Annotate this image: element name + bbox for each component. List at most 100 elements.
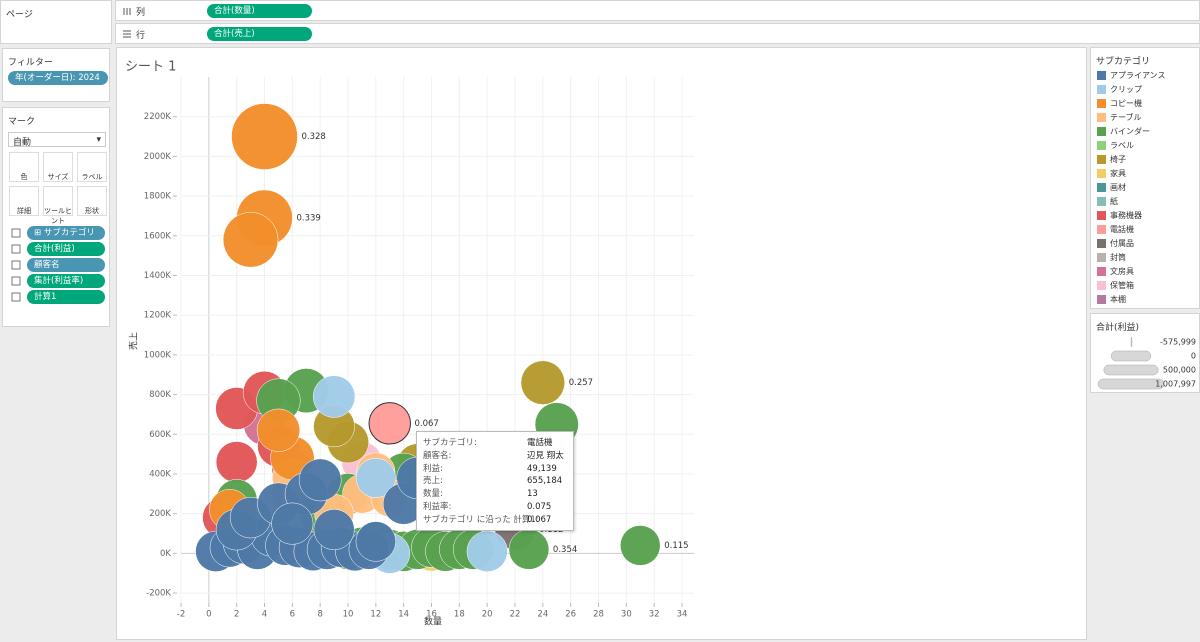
x-tick-label: 28 [593, 610, 604, 620]
y-tick-label: 1400K [144, 271, 172, 281]
legend-label: 本棚 [1110, 295, 1126, 304]
tooltip-value: 655,184 [527, 476, 563, 487]
rows-icon [123, 30, 131, 38]
x-tick-label: 4 [262, 610, 267, 620]
legend-swatch [1097, 183, 1106, 192]
y-tick-label: 2000K [144, 152, 172, 162]
x-tick-label: 14 [398, 610, 409, 620]
x-tick-label: 8 [317, 610, 322, 620]
legend-swatch [1097, 113, 1106, 122]
legend-item[interactable]: 画材 [1097, 181, 1126, 195]
legend-item[interactable]: 事務機器 [1097, 209, 1142, 223]
legend-label: 画材 [1110, 183, 1126, 192]
mark-button[interactable]: 色 [9, 152, 39, 182]
legend-swatch [1097, 141, 1106, 150]
legend-swatch [1097, 225, 1106, 234]
legend-swatch [1097, 281, 1106, 290]
size-legend-title: 合計(利益) [1096, 323, 1140, 333]
y-tick-label: 0K [160, 549, 171, 559]
legend-item[interactable]: 本棚 [1097, 293, 1126, 307]
legend-item[interactable]: バインダー [1097, 125, 1150, 139]
legend-label: 紙 [1110, 197, 1118, 206]
legend-swatch [1097, 267, 1106, 276]
mark-button[interactable]: 形状 [77, 186, 107, 216]
legend-title: サブカテゴリ [1096, 57, 1151, 67]
legend-item[interactable]: アプライアンス [1097, 69, 1166, 83]
bubble [620, 525, 661, 566]
legend-item[interactable]: 封筒 [1097, 251, 1126, 265]
icon-shape [11, 292, 21, 302]
x-tick-label: 18 [454, 610, 465, 620]
tooltip-row: 売上: 655,184 [423, 474, 567, 487]
legend-item[interactable]: 家具 [1097, 167, 1126, 181]
data-label: 0.339 [296, 213, 320, 223]
mark-pill[interactable]: 集計(利益率) [27, 274, 105, 288]
tooltip-row: 数量: 13 [423, 487, 567, 500]
legend-item[interactable]: ラベル [1097, 139, 1134, 153]
tooltip-value: 電話機 [527, 438, 553, 448]
tooltip-row: 顧客名: 辺見 翔太 [423, 449, 567, 462]
mark-pill[interactable]: 顧客名 [27, 258, 105, 272]
data-label: 0.257 [569, 378, 593, 388]
legend-label: 家具 [1110, 169, 1126, 178]
mark-pill-icon [11, 276, 21, 286]
legend-swatch [1097, 169, 1106, 178]
legend-swatch [1097, 85, 1106, 94]
tooltip-value: 0.067 [527, 514, 552, 525]
legend-item[interactable]: 椅子 [1097, 153, 1126, 167]
x-tick-label: 32 [649, 610, 660, 620]
sheet-title: シート 1 [125, 60, 176, 75]
mark-button[interactable]: ラベル [77, 152, 107, 182]
mark-button[interactable]: 詳細 [9, 186, 39, 216]
tooltip-value: 13 [527, 489, 538, 500]
y-tick-label: 1800K [144, 192, 172, 202]
tooltip-key: 数量: [423, 489, 443, 500]
tooltip-key: サブカテゴリ: [423, 438, 477, 448]
legend-item[interactable]: 文房具 [1097, 265, 1134, 279]
mark-pill-icon [11, 228, 21, 238]
size-legend: 合計(利益) -575,999 0 500,000 1,007,997 [1090, 313, 1200, 393]
legend-label: バインダー [1110, 127, 1150, 136]
columns-icon [123, 8, 131, 15]
tooltip-value: 0.075 [527, 501, 552, 512]
legend-label: 文房具 [1110, 267, 1134, 276]
x-tick-label: 6 [290, 610, 295, 620]
mark-pill[interactable]: 合計(利益) [27, 242, 105, 256]
icon-shape [11, 276, 21, 286]
legend-item[interactable]: 付属品 [1097, 237, 1134, 251]
data-label: 0.067 [414, 419, 438, 429]
columns-pill[interactable]: 合計(数量) [207, 4, 312, 18]
legend-item[interactable]: クリップ [1097, 83, 1142, 97]
legend-item[interactable]: テーブル [1097, 111, 1142, 125]
mark-button[interactable]: サイズ [43, 152, 73, 182]
filter-pill[interactable]: 年(オーダー日): 2024 [8, 71, 108, 85]
legend-item[interactable]: 保管箱 [1097, 279, 1134, 293]
data-label: 0.354 [553, 545, 577, 555]
mark-pill[interactable]: ⊞ サブカテゴリ [27, 226, 105, 240]
legend-item[interactable]: コピー機 [1097, 97, 1142, 111]
pages-title: ページ [6, 10, 33, 20]
sheet: シート 1 数量 売上 -2 0 2 4 6 8 10 12 14 16 18 20 22 24 26 28 3… [116, 47, 1087, 640]
x-tick-label: 34 [677, 610, 688, 620]
mark-pill-icon [11, 244, 21, 254]
legend-swatch [1097, 155, 1106, 164]
rows-pill[interactable]: 合計(売上) [207, 27, 312, 41]
legend-item[interactable]: 電話機 [1097, 223, 1134, 237]
x-tick-label: 0 [206, 610, 211, 620]
x-tick-label: 26 [565, 610, 576, 620]
legend-item[interactable]: 紙 [1097, 195, 1118, 209]
size-legend-label: -575,999 [1160, 338, 1196, 347]
mark-type-dropdown[interactable]: 自動 ▾ [8, 132, 106, 148]
bubble [355, 521, 396, 562]
y-tick-label: 400K [149, 469, 171, 479]
y-tick-label: -200K [146, 589, 171, 599]
bubble [215, 441, 258, 483]
legend-label: 事務機器 [1110, 211, 1142, 220]
x-axis-title: 数量 [424, 616, 442, 628]
mark-button[interactable]: ツールヒント [43, 186, 73, 225]
mark-pill[interactable]: 計算1 [27, 290, 105, 304]
y-tick-label: 1600K [144, 231, 172, 241]
y-tick-label: 600K [149, 430, 171, 440]
tooltip-key: 利益率: [423, 501, 452, 512]
